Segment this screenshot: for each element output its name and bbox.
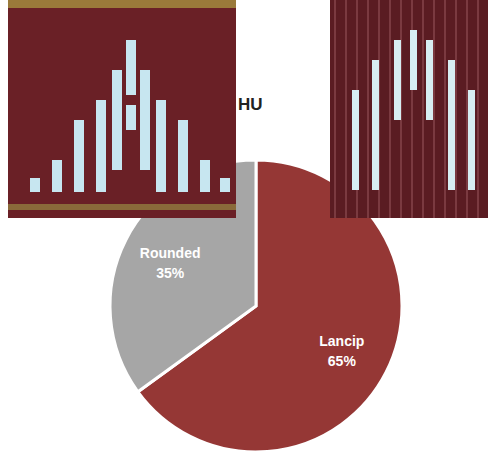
motif: [410, 30, 417, 90]
photo-stripe: [466, 0, 468, 218]
motif: [426, 40, 433, 120]
photo-left: [8, 0, 236, 218]
motif: [394, 40, 401, 120]
photo-stripe: [389, 0, 391, 218]
motif: [140, 70, 150, 170]
motif: [220, 178, 230, 192]
motif: [52, 160, 62, 192]
motif: [178, 120, 188, 192]
slice-label: Rounded: [140, 245, 201, 261]
photo-stripe: [455, 0, 457, 218]
slice-label: Lancip: [319, 333, 364, 349]
photo-bg: [330, 0, 488, 218]
motif: [126, 40, 136, 95]
photo-stripe: [345, 0, 347, 218]
photo-border: [8, 0, 236, 8]
slice-value: 35%: [156, 265, 185, 281]
motif: [200, 160, 210, 192]
photo-bg: [8, 0, 236, 218]
chart: HU Lancip 65% Rounded 35%: [0, 0, 488, 454]
motif: [30, 178, 40, 192]
photo-stripe: [422, 0, 424, 218]
motif: [126, 105, 136, 130]
photo-border: [8, 204, 236, 210]
title: HU: [238, 95, 263, 114]
photo-right: [330, 0, 488, 218]
photo-stripe: [367, 0, 369, 218]
motif: [372, 60, 379, 190]
motif: [448, 60, 455, 190]
motif: [74, 120, 84, 192]
data-labels: Lancip 65% Rounded 35%: [140, 245, 365, 368]
motif: [352, 90, 359, 190]
photo-stripe: [444, 0, 446, 218]
motif: [96, 100, 106, 192]
photo-stripe: [334, 0, 336, 218]
motif: [156, 100, 166, 192]
photo-stripe: [477, 0, 479, 218]
motif: [112, 70, 122, 170]
slice-value: 65%: [328, 353, 357, 369]
photo-stripe: [433, 0, 435, 218]
motif: [468, 90, 475, 190]
